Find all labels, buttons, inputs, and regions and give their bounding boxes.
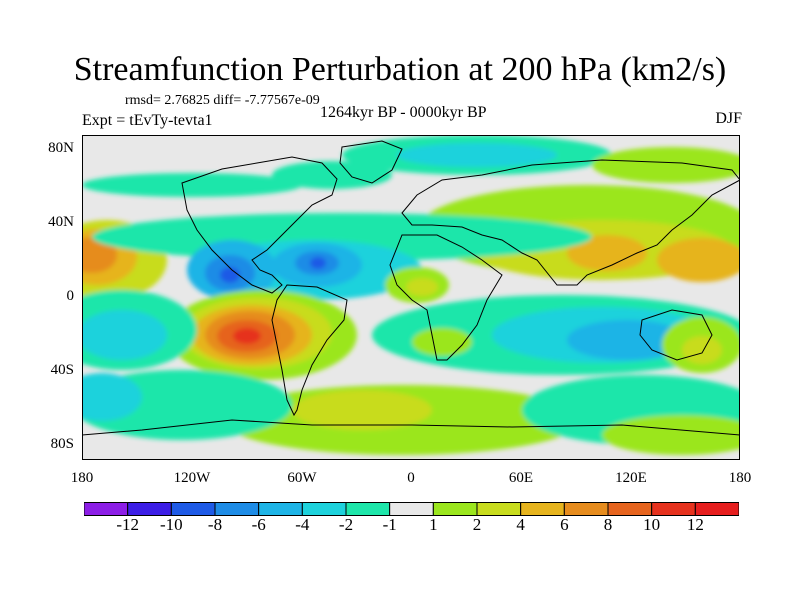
contour-blob <box>397 143 557 167</box>
colorbar-label: 8 <box>603 515 613 534</box>
coastline-antarctica <box>82 419 740 436</box>
map-frame <box>82 135 740 460</box>
colorbar-label: 2 <box>472 515 482 534</box>
x-tick-label: 60E <box>508 470 534 486</box>
colorbar-label: 6 <box>560 515 569 534</box>
contour-blob <box>602 415 740 455</box>
colorbar-label: 10 <box>643 515 661 534</box>
colorbar-cell <box>432 502 478 516</box>
x-tick-label: 60W <box>287 470 317 486</box>
coastlines <box>82 140 740 436</box>
contour-blob <box>233 328 261 344</box>
colorbar-label: -6 <box>251 515 266 534</box>
colorbar-label: -10 <box>159 515 183 534</box>
contour-blob <box>592 147 740 183</box>
stats-text: rmsd= 2.76825 diff= -7.77567e-09 <box>125 93 320 108</box>
contour-blob <box>567 320 687 360</box>
colorbar-cell <box>520 502 565 516</box>
coastline-north-america <box>181 156 338 294</box>
contour-blob <box>82 173 302 197</box>
contour-blob <box>567 235 647 271</box>
colorbar-cell <box>84 502 129 516</box>
contour-blob <box>406 278 438 296</box>
colorbar-cell <box>389 502 434 516</box>
y-tick-label: 80S <box>50 436 74 452</box>
colorbar-cell <box>345 502 391 516</box>
contour-blob <box>310 257 326 269</box>
y-tick-label: 40S <box>50 362 74 378</box>
colorbar-cell <box>476 502 522 516</box>
season-label: DJF <box>715 110 742 127</box>
period-label: 1264kyr BP - 0000kyr BP <box>320 104 487 121</box>
colorbar-cell <box>694 502 739 516</box>
x-tick-label: 180 <box>728 470 752 486</box>
colorbar-cell <box>127 502 172 516</box>
colorbar-label: -8 <box>207 515 223 534</box>
coastline-australia <box>639 309 713 361</box>
contour-blob <box>682 336 722 364</box>
chart-title: Streamfunction Perturbation at 200 hPa (… <box>73 51 727 88</box>
colorbar-label: -1 <box>382 515 397 534</box>
colorbar-label: -2 <box>338 515 354 534</box>
colorbar-cell <box>607 502 653 516</box>
colorbar-label: -4 <box>295 515 310 534</box>
contour-blob <box>657 238 740 282</box>
colorbar-label: 12 <box>686 515 704 534</box>
colorbar-label: -12 <box>116 515 139 534</box>
colorbar-cell <box>258 502 303 516</box>
contour-blob <box>82 310 167 360</box>
x-tick-label: 180 <box>70 470 94 486</box>
colorbar-cell <box>563 502 609 516</box>
coastline-eurasia <box>401 159 740 286</box>
y-tick-label: 80N <box>48 140 74 156</box>
colorbar-cell <box>301 502 347 516</box>
contour-blob <box>272 161 392 189</box>
colorbar <box>84 502 739 516</box>
contour-blob <box>412 328 472 356</box>
coastline-greenland <box>339 140 403 184</box>
contour-blob <box>82 373 142 421</box>
colorbar-label: 4 <box>516 515 525 534</box>
colorbar-label: 1 <box>429 515 438 534</box>
colorbar-cell <box>170 502 216 516</box>
colorbar-cell <box>214 502 260 516</box>
contour-blob <box>292 390 432 430</box>
x-tick-label: 120W <box>173 470 211 486</box>
coastline-africa <box>389 234 503 361</box>
experiment-label: Expt = tEvTy-tevta1 <box>82 112 213 129</box>
y-tick-label: 0 <box>66 288 75 304</box>
contour-blob <box>220 267 240 283</box>
x-tick-label: 0 <box>407 470 415 486</box>
contour-blob <box>82 237 117 273</box>
streamfunction-map <box>82 135 740 460</box>
y-tick-label: 40N <box>48 214 74 230</box>
colorbar-cell <box>651 502 696 516</box>
coastline-south-america <box>271 284 348 417</box>
x-tick-label: 120E <box>615 470 647 486</box>
